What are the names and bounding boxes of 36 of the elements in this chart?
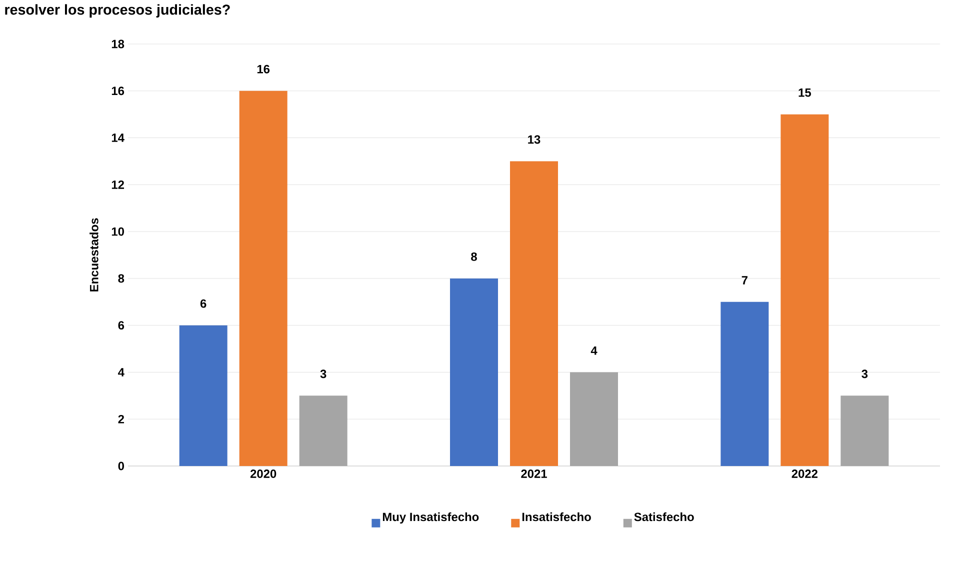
y-tick-label: 12 <box>112 180 124 189</box>
bar <box>510 161 558 466</box>
y-tick-label: 4 <box>118 368 124 376</box>
data-label: 3 <box>320 370 326 378</box>
y-tick-label: 0 <box>118 462 124 470</box>
y-tick-label: 6 <box>118 321 124 330</box>
bar <box>179 325 228 466</box>
y-axis-title: Encuestados <box>90 218 98 292</box>
data-label: 15 <box>798 88 811 97</box>
y-tick-label: 10 <box>112 227 124 236</box>
data-label: 7 <box>742 276 748 284</box>
legend-label: Muy Insatisfecho <box>382 512 479 524</box>
data-label: 16 <box>257 64 270 74</box>
x-tick-label: 2022 <box>792 470 818 478</box>
data-label: 3 <box>862 370 868 378</box>
bar <box>450 278 498 466</box>
y-tick-label: 14 <box>112 134 124 142</box>
bar <box>570 372 618 466</box>
y-tick-label: 18 <box>112 40 124 48</box>
x-tick-label: 2021 <box>521 470 547 478</box>
bar <box>780 114 829 466</box>
chart-title: resolver los procesos judiciales? <box>5 4 230 18</box>
x-tick-label: 2020 <box>250 470 276 478</box>
data-label: 4 <box>590 346 598 355</box>
data-label: 8 <box>471 252 477 261</box>
y-tick-label: 16 <box>112 86 124 96</box>
bar <box>720 302 769 466</box>
y-tick-label: 8 <box>118 274 124 283</box>
legend-label: Satisfecho <box>634 512 694 522</box>
data-label: 13 <box>528 135 540 144</box>
bar <box>840 396 889 466</box>
bar <box>299 396 348 466</box>
legend-label: Insatisfecho <box>522 512 591 522</box>
data-label: 6 <box>200 299 206 308</box>
bar <box>239 90 288 466</box>
y-tick-label: 2 <box>118 414 124 424</box>
